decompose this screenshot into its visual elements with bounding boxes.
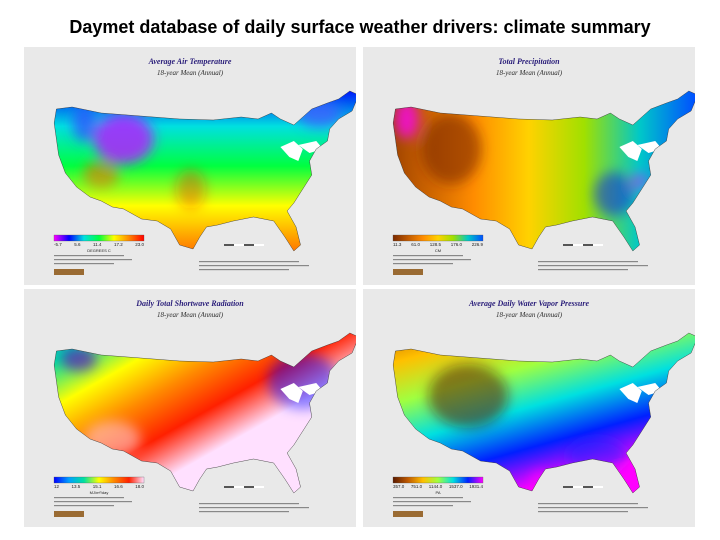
legend-tick: 12 <box>54 484 60 489</box>
legend-tick: 357.0 <box>393 484 405 489</box>
radiation-legend-unit: MJ/m²/day <box>89 490 109 495</box>
legend-tick: 5.6 <box>74 242 81 247</box>
scale-bar <box>563 486 603 488</box>
legend-tick: 23.0 <box>135 242 144 247</box>
radiation-legend-ticks: 12 13.5 15.1 16.6 18.0 <box>54 484 144 489</box>
legend-color-bar <box>392 476 484 484</box>
legend-tick: 751.0 <box>410 484 423 489</box>
scale-bar <box>224 244 264 246</box>
fine-print-block <box>54 497 309 513</box>
legend-tick: 16.6 <box>113 484 123 489</box>
logo-strip <box>54 269 84 275</box>
precipitation-map-title: Total Precipitation <box>498 57 560 66</box>
scale-bar <box>224 486 264 488</box>
us-map-outline <box>53 90 356 252</box>
vapor-pressure-map-graphic <box>392 332 695 517</box>
precipitation-map-panel: Total Precipitation 18-year Mean (Annual… <box>363 47 695 285</box>
scale-bar <box>563 244 603 246</box>
legend-tick: 13.5 <box>71 484 81 489</box>
legend-tick: 1931.4 <box>469 484 483 489</box>
vapor-pressure-map-subtitle: 18-year Mean (Annual) <box>495 311 563 319</box>
vapor-pressure-legend-unit: PA <box>435 490 441 495</box>
legend-tick: 18.0 <box>135 484 144 489</box>
radiation-map-graphic <box>53 332 356 517</box>
vapor-pressure-map-title: Average Daily Water Vapor Pressure <box>469 299 589 308</box>
temperature-map-panel: Average Air Temperature 18-year Mean (An… <box>24 47 356 285</box>
logo-strip <box>54 511 84 517</box>
radiation-map-subtitle: 18-year Mean (Annual) <box>156 311 224 319</box>
legend-color-bar <box>53 476 145 484</box>
legend-tick: 128.5 <box>429 242 441 247</box>
vapor-pressure-map-panel: Average Daily Water Vapor Pressure 18-ye… <box>363 289 695 527</box>
legend-tick: 15.1 <box>92 484 102 489</box>
temperature-map-graphic <box>53 90 356 275</box>
temperature-legend-ticks: -5.7 5.6 11.4 17.2 23.0 <box>54 242 144 247</box>
fine-print-block <box>54 255 309 271</box>
precipitation-map-graphic <box>392 90 695 275</box>
fine-print-block <box>393 497 648 513</box>
legend-tick: -5.7 <box>54 242 62 247</box>
slide-title: Daymet database of daily surface weather… <box>69 17 651 37</box>
fine-print-block <box>393 255 648 271</box>
legend-tick: 1144.0 <box>428 484 443 489</box>
us-map-outline <box>392 332 695 494</box>
precipitation-map-subtitle: 18-year Mean (Annual) <box>495 69 563 77</box>
legend-tick: 61.0 <box>411 242 420 247</box>
temperature-map-subtitle: 18-year Mean (Annual) <box>156 69 224 77</box>
legend-tick: 226.9 <box>471 242 483 247</box>
legend-tick: 1537.0 <box>448 484 463 489</box>
precipitation-legend-unit: CM <box>434 248 442 253</box>
us-map-outline <box>392 90 695 252</box>
radiation-map-panel: Daily Total Shortwave Radiation 18-year … <box>24 289 356 527</box>
radiation-map-title: Daily Total Shortwave Radiation <box>136 299 244 308</box>
legend-color-bar <box>53 234 145 242</box>
legend-color-bar <box>392 234 484 242</box>
legend-tick: 11.4 <box>93 242 102 247</box>
us-map-outline <box>53 332 356 494</box>
legend-tick: 17.2 <box>113 242 123 247</box>
temperature-legend-unit: DEGREES C <box>87 248 111 253</box>
legend-tick: 11.3 <box>393 242 402 247</box>
vapor-pressure-legend-ticks: 357.0 751.0 1144.0 1537.0 1931.4 <box>393 484 483 489</box>
logo-strip <box>393 269 423 275</box>
precipitation-legend-ticks: 11.3 61.0 128.5 176.0 226.9 <box>393 242 483 247</box>
logo-strip <box>393 511 423 517</box>
temperature-map-title: Average Air Temperature <box>148 57 232 66</box>
legend-tick: 176.0 <box>450 242 462 247</box>
